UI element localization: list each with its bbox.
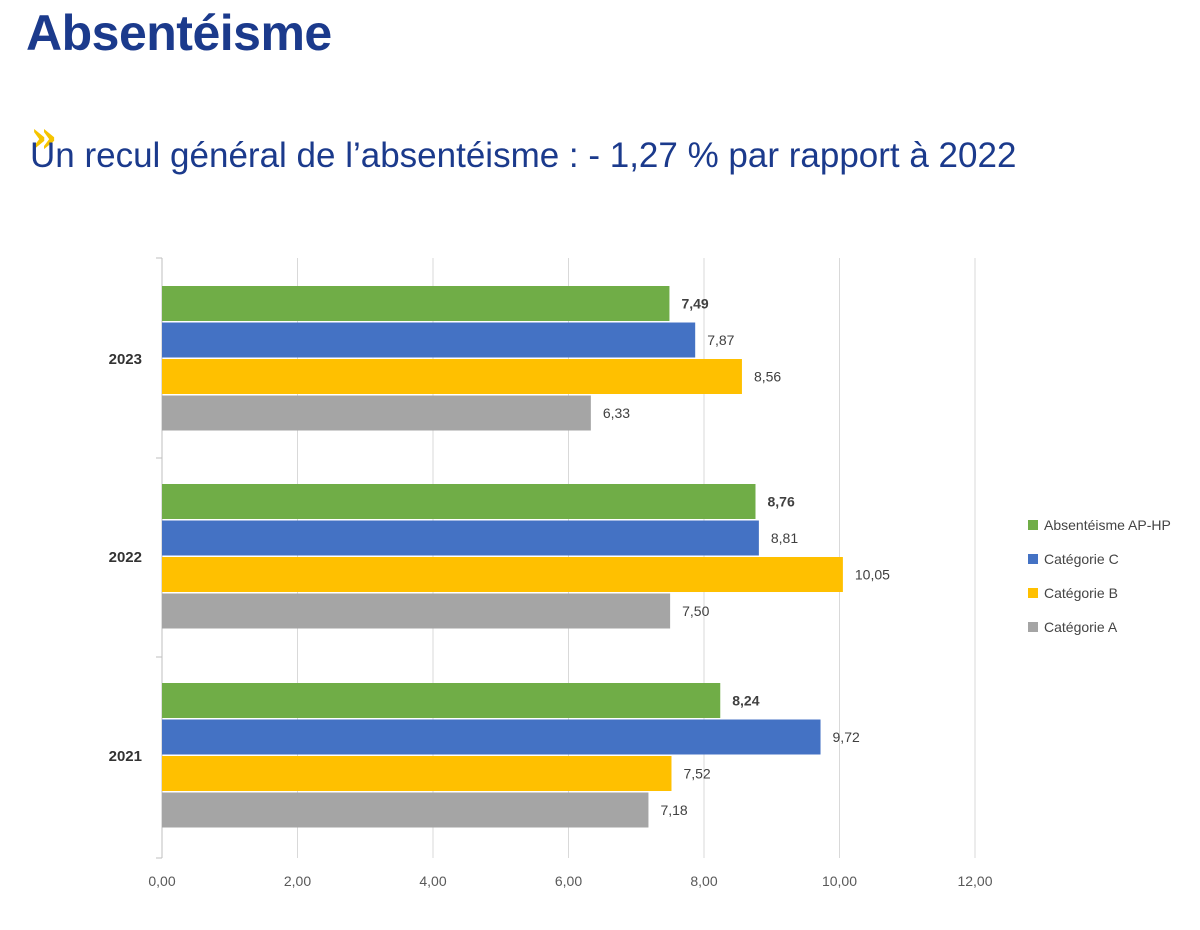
quote-mark-icon: » xyxy=(30,112,58,163)
bar xyxy=(162,322,696,358)
bar xyxy=(162,395,591,431)
bar xyxy=(162,520,759,556)
bar xyxy=(162,683,721,718)
bar xyxy=(162,756,672,791)
data-label: 7,52 xyxy=(683,766,710,782)
legend-swatch xyxy=(1028,554,1038,564)
bar xyxy=(162,359,742,394)
data-label: 6,33 xyxy=(603,405,630,421)
x-tick-label: 10,00 xyxy=(822,873,857,889)
data-label: 8,76 xyxy=(767,494,794,510)
bar xyxy=(162,593,671,629)
legend-item: Catégorie A xyxy=(1028,610,1171,644)
x-tick-label: 2,00 xyxy=(284,873,311,889)
data-label: 8,81 xyxy=(771,530,798,546)
data-label: 7,49 xyxy=(681,296,708,312)
x-tick-label: 4,00 xyxy=(419,873,446,889)
legend-item: Absentéisme AP-HP xyxy=(1028,508,1171,542)
x-tick-label: 8,00 xyxy=(690,873,717,889)
legend-label: Catégorie C xyxy=(1044,551,1119,567)
legend-label: Catégorie A xyxy=(1044,619,1118,635)
x-tick-label: 12,00 xyxy=(957,873,992,889)
page-subtitle: Un recul général de l’absentéisme : - 1,… xyxy=(30,136,1017,175)
category-label: 2022 xyxy=(109,549,142,566)
legend-swatch xyxy=(1028,520,1038,530)
legend-swatch xyxy=(1028,588,1038,598)
legend-swatch xyxy=(1028,622,1038,632)
page-title: Absentéisme xyxy=(26,5,332,61)
bar xyxy=(162,286,670,321)
bar xyxy=(162,719,821,755)
legend-item: Catégorie C xyxy=(1028,542,1171,576)
data-label: 7,18 xyxy=(660,802,687,818)
chart-legend: Absentéisme AP-HP Catégorie C Catégorie B C… xyxy=(1028,508,1171,644)
category-label: 2021 xyxy=(109,748,142,765)
data-label: 9,72 xyxy=(833,729,860,745)
data-label: 7,50 xyxy=(682,603,709,619)
bar xyxy=(162,484,756,519)
bar xyxy=(162,792,649,828)
legend-label: Absentéisme AP-HP xyxy=(1044,517,1171,533)
legend-item: Catégorie B xyxy=(1028,576,1171,610)
data-label: 8,56 xyxy=(754,369,781,385)
x-tick-label: 6,00 xyxy=(555,873,582,889)
data-label: 7,87 xyxy=(707,332,734,348)
legend-label: Catégorie B xyxy=(1044,585,1118,601)
data-label: 8,24 xyxy=(732,693,759,709)
x-tick-label: 0,00 xyxy=(148,873,175,889)
data-label: 10,05 xyxy=(855,567,890,583)
category-label: 2023 xyxy=(109,351,142,368)
bar xyxy=(162,557,843,592)
